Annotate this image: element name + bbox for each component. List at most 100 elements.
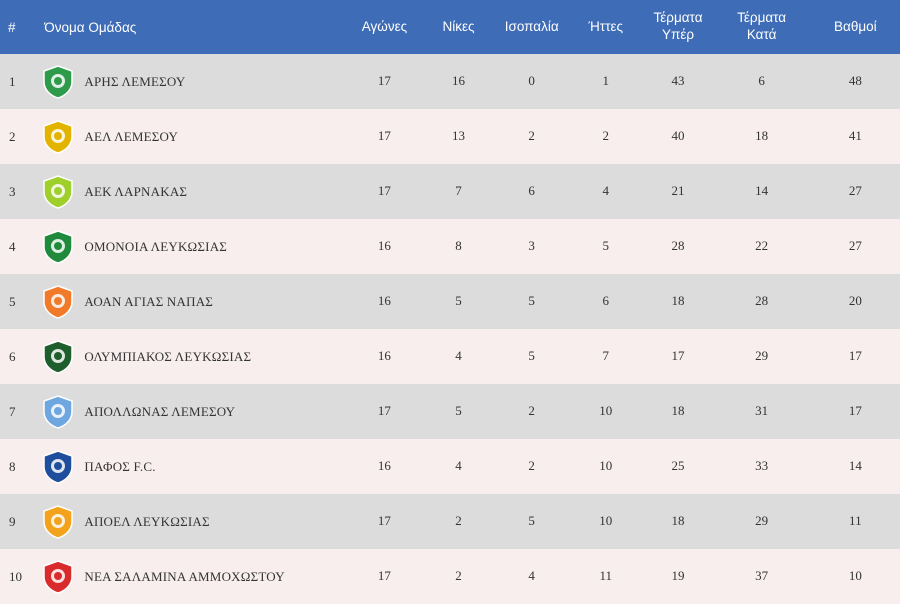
row-team[interactable]: ΟΛΥΜΠΙΑΚΟΣ ΛΕΥΚΩΣΙΑΣ bbox=[40, 339, 335, 375]
table-row[interactable]: 10 ΝΕΑ ΣΑΛΑΜΙΝΑ ΑΜΜΟΧΩΣΤΟΥ 17 2 4 11 19 37 10 bbox=[0, 549, 900, 604]
row-points: 27 bbox=[848, 238, 862, 254]
row-losses: 2 bbox=[602, 128, 610, 144]
table-row[interactable]: 1 ΑΡΗΣ ΛΕΜΕΣΟΥ 17 16 0 1 43 6 48 bbox=[0, 54, 900, 109]
ael-crest-icon bbox=[40, 119, 76, 155]
row-team-name: ΑΠΟΛΛΩΝΑΣ ΛΕΜΕΣΟΥ bbox=[84, 403, 236, 419]
row-team-name: ΑΠΟΕΛ ΛΕΥΚΩΣΙΑΣ bbox=[84, 513, 210, 529]
row-position: 8 bbox=[9, 458, 16, 474]
row-position: 3 bbox=[9, 183, 16, 199]
row-played: 16 bbox=[377, 293, 391, 309]
header-position[interactable]: # bbox=[8, 19, 16, 35]
header-goals-for-line2: Υπέρ bbox=[662, 27, 695, 42]
row-goals-for: 43 bbox=[671, 73, 685, 89]
row-goals-against: 14 bbox=[755, 183, 769, 199]
row-losses: 10 bbox=[599, 403, 613, 419]
row-played: 16 bbox=[377, 238, 391, 254]
row-draws: 5 bbox=[528, 348, 535, 364]
row-goals-against: 28 bbox=[755, 293, 769, 309]
row-losses: 7 bbox=[602, 348, 610, 364]
table-row[interactable]: 3 ΑΕΚ ΛΑΡΝΑΚΑΣ 17 7 6 4 21 14 27 bbox=[0, 164, 900, 219]
row-losses: 5 bbox=[602, 238, 610, 254]
row-points: 14 bbox=[848, 458, 862, 474]
row-team-name: ΑΡΗΣ ΛΕΜΕΣΟΥ bbox=[84, 73, 186, 89]
row-team-name: ΠΑΦΟΣ F.C. bbox=[84, 458, 156, 474]
olympiakos-crest-icon bbox=[40, 339, 76, 375]
row-team[interactable]: ΟΜΟΝΟΙΑ ΛΕΥΚΩΣΙΑΣ bbox=[40, 229, 335, 265]
table-row[interactable]: 2 ΑΕΛ ΛΕΜΕΣΟΥ 17 13 2 2 40 18 41 bbox=[0, 109, 900, 164]
row-goals-for: 18 bbox=[671, 403, 685, 419]
row-losses: 11 bbox=[599, 568, 613, 584]
row-draws: 5 bbox=[528, 293, 535, 309]
row-draws: 5 bbox=[528, 513, 535, 529]
row-team-name: ΑΕΛ ΛΕΜΕΣΟΥ bbox=[84, 128, 179, 144]
row-team-name: ΟΜΟΝΟΙΑ ΛΕΥΚΩΣΙΑΣ bbox=[84, 238, 228, 254]
row-team-name: ΝΕΑ ΣΑΛΑΜΙΝΑ ΑΜΜΟΧΩΣΤΟΥ bbox=[84, 568, 285, 584]
row-wins: 4 bbox=[455, 348, 462, 364]
row-position: 6 bbox=[9, 348, 16, 364]
header-losses[interactable]: Ήττες bbox=[588, 18, 624, 34]
row-draws: 2 bbox=[528, 458, 535, 474]
row-team[interactable]: ΑΕΛ ΛΕΜΕΣΟΥ bbox=[40, 119, 335, 155]
row-goals-for: 18 bbox=[671, 513, 685, 529]
table-row[interactable]: 9 ΑΠΟΕΛ ΛΕΥΚΩΣΙΑΣ 17 2 5 10 18 29 11 bbox=[0, 494, 900, 549]
apollon-crest-icon bbox=[40, 394, 76, 430]
header-goals-for[interactable]: Τέρματα Υπέρ bbox=[631, 10, 724, 44]
row-losses: 6 bbox=[602, 293, 610, 309]
table-row[interactable]: 8 ΠΑΦΟΣ F.C. 16 4 2 10 25 33 14 bbox=[0, 439, 900, 494]
row-points: 41 bbox=[848, 128, 862, 144]
row-position: 2 bbox=[9, 128, 16, 144]
row-draws: 3 bbox=[528, 238, 535, 254]
row-goals-against: 37 bbox=[755, 568, 769, 584]
row-wins: 16 bbox=[451, 73, 465, 89]
row-played: 16 bbox=[377, 348, 391, 364]
nea-salamina-crest-icon bbox=[40, 559, 76, 595]
row-wins: 5 bbox=[455, 293, 462, 309]
header-draws[interactable]: Ισοπαλία bbox=[504, 18, 559, 34]
header-team-name[interactable]: Όνομα Ομάδας bbox=[44, 19, 137, 35]
row-goals-for: 17 bbox=[671, 348, 685, 364]
row-position: 1 bbox=[9, 73, 16, 89]
header-goals-against-line2: Κατά bbox=[746, 27, 777, 42]
row-team[interactable]: ΑΕΚ ΛΑΡΝΑΚΑΣ bbox=[40, 174, 335, 210]
pafos-crest-icon bbox=[40, 449, 76, 485]
row-played: 17 bbox=[377, 403, 391, 419]
row-team[interactable]: ΠΑΦΟΣ F.C. bbox=[40, 449, 335, 485]
row-goals-for: 25 bbox=[671, 458, 685, 474]
row-draws: 4 bbox=[528, 568, 535, 584]
row-losses: 10 bbox=[599, 513, 613, 529]
header-points[interactable]: Βαθμοί bbox=[834, 18, 877, 34]
row-team[interactable]: ΝΕΑ ΣΑΛΑΜΙΝΑ ΑΜΜΟΧΩΣΤΟΥ bbox=[40, 559, 335, 595]
row-wins: 8 bbox=[455, 238, 462, 254]
row-team[interactable]: ΑΟΑΝ ΑΓΙΑΣ ΝΑΠΑΣ bbox=[40, 284, 335, 320]
aris-crest-icon bbox=[40, 64, 76, 100]
row-wins: 13 bbox=[451, 128, 465, 144]
row-goals-against: 18 bbox=[755, 128, 769, 144]
row-team-name: ΑΟΑΝ ΑΓΙΑΣ ΝΑΠΑΣ bbox=[84, 293, 214, 309]
header-goals-against[interactable]: Τέρματα Κατά bbox=[725, 10, 799, 44]
row-wins: 2 bbox=[455, 513, 462, 529]
row-wins: 5 bbox=[455, 403, 462, 419]
row-goals-for: 28 bbox=[671, 238, 685, 254]
table-row[interactable]: 4 ΟΜΟΝΟΙΑ ΛΕΥΚΩΣΙΑΣ 16 8 3 5 28 22 27 bbox=[0, 219, 900, 274]
row-points: 27 bbox=[848, 183, 862, 199]
row-team-name: ΑΕΚ ΛΑΡΝΑΚΑΣ bbox=[84, 183, 188, 199]
row-position: 5 bbox=[9, 293, 16, 309]
header-played[interactable]: Αγώνες bbox=[361, 18, 408, 34]
row-team[interactable]: ΑΠΟΕΛ ΛΕΥΚΩΣΙΑΣ bbox=[40, 504, 335, 540]
row-goals-against: 22 bbox=[755, 238, 769, 254]
table-row[interactable]: 6 ΟΛΥΜΠΙΑΚΟΣ ΛΕΥΚΩΣΙΑΣ 16 4 5 7 17 29 17 bbox=[0, 329, 900, 384]
row-points: 17 bbox=[848, 348, 862, 364]
row-draws: 0 bbox=[528, 73, 535, 89]
row-team[interactable]: ΑΡΗΣ ΛΕΜΕΣΟΥ bbox=[40, 64, 335, 100]
row-played: 17 bbox=[377, 128, 391, 144]
header-wins[interactable]: Νίκες bbox=[442, 18, 475, 34]
table-row[interactable]: 7 ΑΠΟΛΛΩΝΑΣ ΛΕΜΕΣΟΥ 17 5 2 10 18 31 17 bbox=[0, 384, 900, 439]
row-played: 17 bbox=[377, 513, 391, 529]
row-losses: 10 bbox=[599, 458, 613, 474]
row-points: 11 bbox=[849, 513, 862, 529]
table-row[interactable]: 5 ΑΟΑΝ ΑΓΙΑΣ ΝΑΠΑΣ 16 5 5 6 18 28 20 bbox=[0, 274, 900, 329]
row-team[interactable]: ΑΠΟΛΛΩΝΑΣ ΛΕΜΕΣΟΥ bbox=[40, 394, 335, 430]
row-position: 10 bbox=[9, 568, 22, 584]
row-played: 17 bbox=[377, 568, 391, 584]
